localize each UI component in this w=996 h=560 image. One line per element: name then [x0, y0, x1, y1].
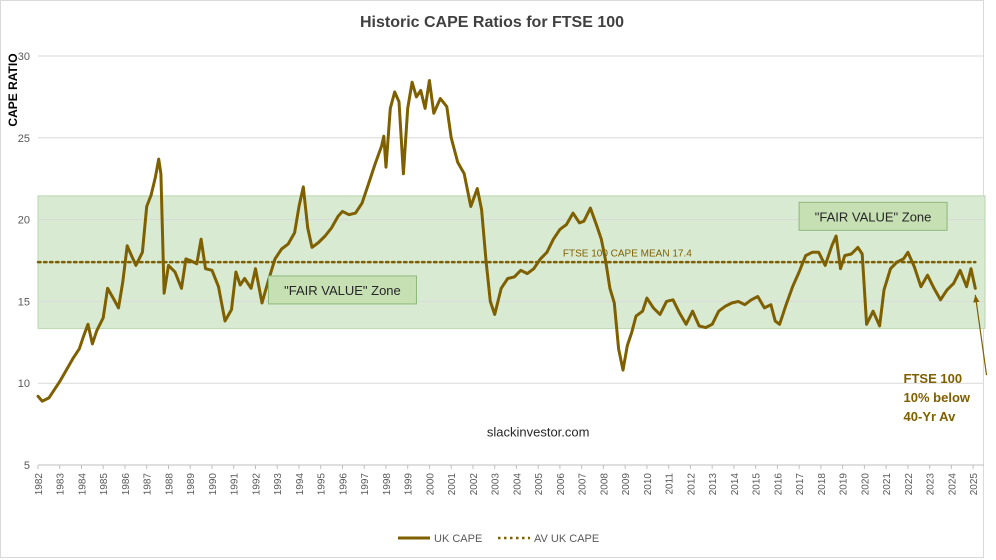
annotation-slackinvestor-com-3: slackinvestor.com: [487, 424, 590, 439]
legend-label-uk-cape: UK CAPE: [434, 533, 482, 545]
x-tick-label-1987: 1987: [143, 473, 154, 496]
x-tick-label-1982: 1982: [34, 473, 45, 496]
y-tick-label-20: 20: [18, 215, 30, 227]
x-tick-label-2016: 2016: [773, 473, 784, 496]
annotation-fair-value-zone-0: "FAIR VALUE" Zone: [284, 283, 401, 298]
x-tick-label-2001: 2001: [447, 473, 458, 496]
x-tick-label-1986: 1986: [121, 473, 132, 496]
y-axis-label: CAPE RATIO: [6, 53, 20, 126]
x-tick-label-2017: 2017: [795, 473, 806, 496]
x-tick-label-2022: 2022: [904, 473, 915, 496]
series-layer: [36, 79, 977, 403]
legend: UK CAPE AV UK CAPE: [398, 533, 599, 545]
x-tick-label-2025: 2025: [969, 473, 980, 496]
x-tick-label-1989: 1989: [186, 473, 197, 496]
x-tick-label-1993: 1993: [273, 473, 284, 496]
x-tick-label-1985: 1985: [99, 473, 110, 496]
x-tick-label-2014: 2014: [730, 473, 741, 496]
x-tick-label-2015: 2015: [752, 473, 763, 496]
x-tick-label-1992: 1992: [251, 473, 262, 496]
callout-line-2: 40-Yr Av: [904, 409, 957, 424]
x-tick-label-2009: 2009: [621, 473, 632, 496]
x-tick-label-2002: 2002: [469, 473, 480, 496]
x-tick-label-2011: 2011: [665, 473, 676, 495]
x-tick-label-1990: 1990: [208, 473, 219, 496]
x-tick-label-1994: 1994: [295, 473, 306, 496]
x-tick-label-2000: 2000: [425, 473, 436, 496]
x-tick-label-2004: 2004: [512, 473, 523, 496]
x-tick-label-2012: 2012: [686, 473, 697, 496]
x-tick-label-2006: 2006: [556, 473, 567, 496]
annotation-fair-value-zone-1-box: [798, 201, 948, 231]
x-tick-label-2008: 2008: [599, 473, 610, 496]
callout-arrow-line: [974, 294, 988, 376]
x-tick-label-2018: 2018: [817, 473, 828, 496]
x-tick-label-1988: 1988: [164, 473, 175, 496]
x-tick-label-1984: 1984: [77, 473, 88, 496]
legend-label-av-uk-cape: AV UK CAPE: [534, 533, 599, 545]
x-tick-label-1998: 1998: [382, 473, 393, 496]
x-tick-label-2020: 2020: [860, 473, 871, 496]
y-tick-label-15: 15: [18, 296, 30, 308]
x-tick-label-1991: 1991: [230, 473, 241, 496]
x-tick-label-1999: 1999: [404, 473, 415, 496]
annotation-ftse-100-cape-mean-17-4-2: FTSE 100 CAPE MEAN 17.4: [563, 248, 692, 259]
chart-title: Historic CAPE Ratios for FTSE 100: [360, 14, 624, 31]
x-tick-label-2010: 2010: [643, 473, 654, 496]
x-tick-label-1997: 1997: [360, 473, 371, 496]
x-tick-label-2024: 2024: [947, 473, 958, 496]
callout-line-0: FTSE 100: [904, 371, 963, 386]
x-tick-label-2007: 2007: [578, 473, 589, 496]
y-tick-label-5: 5: [24, 460, 30, 472]
x-tick-label-2005: 2005: [534, 473, 545, 496]
y-tick-label-30: 30: [18, 51, 30, 63]
x-tick-label-1995: 1995: [317, 473, 328, 496]
annotation-layer: "FAIR VALUE" Zone "FAIR VALUE" Zone FTSE 1…: [267, 201, 988, 439]
x-tick-label-2023: 2023: [926, 473, 937, 496]
x-tick-label-2013: 2013: [708, 473, 719, 496]
callout-line-1: 10% below: [904, 390, 971, 405]
annotation-fair-value-zone-1: "FAIR VALUE" Zone: [815, 209, 932, 224]
series-line-uk-cape: [36, 79, 977, 403]
y-tick-label-10: 10: [18, 378, 30, 390]
x-tick-label-2003: 2003: [491, 473, 502, 496]
x-tick-label-2019: 2019: [839, 473, 850, 496]
x-tick-label-1996: 1996: [338, 473, 349, 496]
x-tick-label-2021: 2021: [882, 473, 893, 496]
annotation-fair-value-zone-0-box: [267, 275, 417, 305]
x-tick-label-1983: 1983: [56, 473, 67, 496]
y-tick-label-25: 25: [18, 133, 30, 145]
callout-arrow-head: [973, 294, 980, 303]
